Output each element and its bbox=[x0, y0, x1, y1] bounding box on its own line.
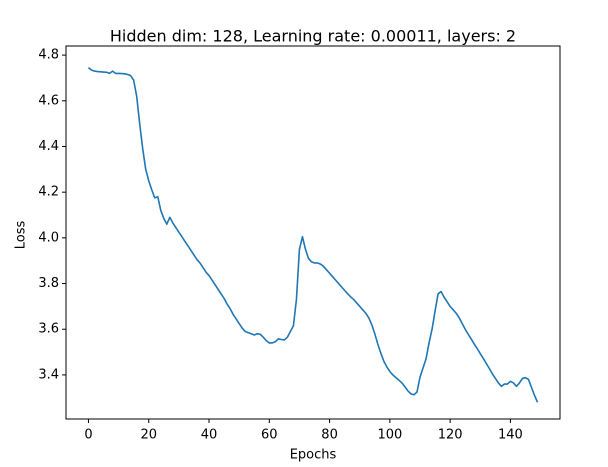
plot-frame bbox=[65, 45, 561, 420]
x-tick-label: 120 bbox=[438, 428, 463, 443]
chart-title: Hidden dim: 128, Learning rate: 0.00011,… bbox=[110, 27, 516, 46]
x-tick-label: 100 bbox=[377, 428, 402, 443]
y-tick-label: 4.6 bbox=[38, 93, 59, 108]
y-tick-label: 4.0 bbox=[38, 230, 59, 245]
y-axis-label: Loss bbox=[14, 221, 29, 250]
x-tick-label: 40 bbox=[201, 428, 218, 443]
y-tick-label: 3.4 bbox=[38, 367, 59, 382]
x-axis-label: Epochs bbox=[290, 448, 337, 463]
x-tick-label: 60 bbox=[261, 428, 278, 443]
y-tick-label: 3.6 bbox=[38, 322, 59, 337]
x-tick-label: 80 bbox=[321, 428, 338, 443]
y-tick-label: 4.8 bbox=[38, 48, 59, 63]
x-tick-label: 140 bbox=[498, 428, 523, 443]
x-tick-label: 0 bbox=[84, 428, 92, 443]
x-tick-label: 20 bbox=[140, 428, 157, 443]
y-tick-label: 4.2 bbox=[38, 185, 59, 200]
y-tick-label: 3.8 bbox=[38, 276, 59, 291]
line-series bbox=[87, 67, 539, 403]
y-tick-label: 4.4 bbox=[38, 139, 59, 154]
